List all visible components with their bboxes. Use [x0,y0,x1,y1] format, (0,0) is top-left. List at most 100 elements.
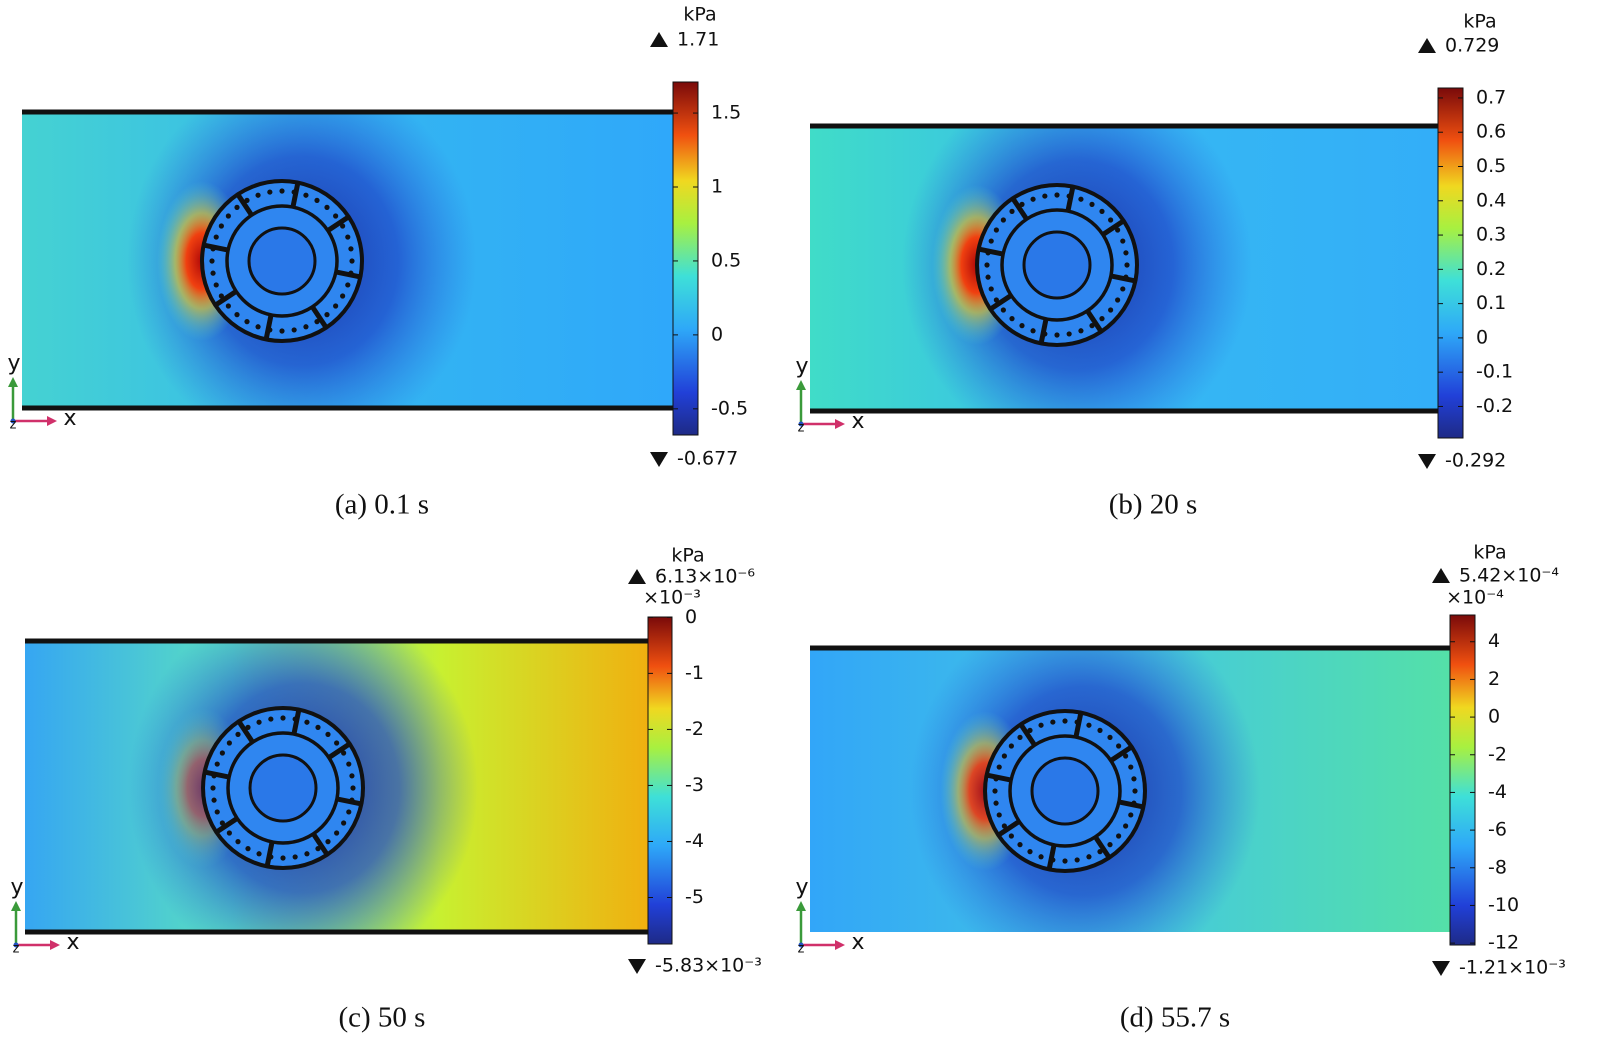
spoke [1109,744,1134,763]
spoke [213,289,238,308]
x-arrow-head [835,419,845,429]
bolt [1116,833,1122,839]
bolt [304,851,310,857]
bolt [1054,192,1060,198]
bolt [1089,323,1095,329]
bolt [1030,328,1036,334]
y-arrow-head [8,377,18,387]
panel: 1.5 1 0.5 0 -0.5 kPa 1.71 -0.677 (a) 0.1 s y x z [7,4,748,521]
bolt [1042,331,1048,337]
bolt [1050,857,1056,863]
hub [250,755,316,821]
bolt [340,293,346,299]
bolt [324,312,330,318]
bolt [349,797,355,803]
spoke [996,819,1021,838]
bolt [1107,842,1113,848]
spoke [1046,844,1057,870]
bolt [315,846,321,852]
bolt [214,809,220,815]
bolt [303,324,309,330]
spoke [310,305,329,330]
bolt [1124,262,1130,268]
bolt [984,262,990,268]
spoke [1038,318,1049,344]
spoke [1018,722,1037,747]
bolt [279,188,285,194]
colorbar-tick-label: 2 [1488,668,1500,690]
bolt [268,854,274,860]
bolt [992,788,998,794]
bolt [1009,208,1015,214]
bolt [1066,193,1072,199]
bolt [244,319,250,325]
bolt [219,750,225,756]
bolt [1116,743,1122,749]
bolt [345,282,351,288]
bolt [334,740,340,746]
max-label: 0.729 [1445,35,1499,57]
bolt [1062,718,1068,724]
spoke [978,246,1004,257]
bolt [996,764,1002,770]
bolt [226,740,232,746]
bolt [235,839,241,845]
bolt [993,776,999,782]
colorbar-tick-label: 0.4 [1476,189,1506,211]
colorbar [672,81,699,436]
middle-ring [1008,734,1122,848]
spoke [290,182,301,208]
bolt [314,319,320,325]
z-axis-label: z [798,421,805,436]
bolt [244,197,250,203]
bolt [245,724,251,730]
spoke [336,796,362,807]
x-arrow-head [835,940,845,950]
z-axis-dot [10,418,16,424]
bolt [279,328,285,334]
min-label: -1.21×10⁻³ [1459,957,1566,979]
colorbar-tick-label: -10 [1488,894,1519,916]
bolt [214,761,220,767]
bolt [340,223,346,229]
y-axis-label: y [795,354,808,379]
max-marker [650,32,668,47]
bolt [1074,857,1080,863]
colorbar-tick-label: -2 [685,718,704,740]
bolt [1089,201,1095,207]
bolt [1027,849,1033,855]
bolt [211,797,217,803]
bolt [988,286,994,292]
spoke [1065,186,1076,212]
spoke [1110,273,1136,284]
bolt [226,830,232,836]
max-label: 5.42×10⁻⁴ [1459,565,1559,587]
spoke [1093,835,1112,860]
colorbar-tick-label: 1.5 [711,102,741,124]
spoke [291,709,302,735]
bolt [993,227,999,233]
max-marker [1418,38,1436,53]
outer-ring [983,709,1147,873]
caption: (d) 55.7 s [1120,1002,1230,1034]
field [22,112,673,408]
bolt [225,303,231,309]
unit-label: kPa [1473,542,1506,564]
bolt [1050,719,1056,725]
bolt [280,855,286,861]
bolt [1086,854,1092,860]
bolt [1008,743,1014,749]
bolt [1009,316,1015,322]
inner-ring [1030,756,1100,826]
bolt [1099,208,1105,214]
colorbar-tick-label: 1 [711,175,723,197]
colorbar-tick-label: 0.6 [1476,121,1506,143]
colorbar-tick-label: -2 [1488,743,1507,765]
min-marker [1432,961,1450,976]
bolt [345,234,351,240]
bolt [315,724,321,730]
bolt [993,800,999,806]
bolt [348,246,354,252]
bolt [346,761,352,767]
